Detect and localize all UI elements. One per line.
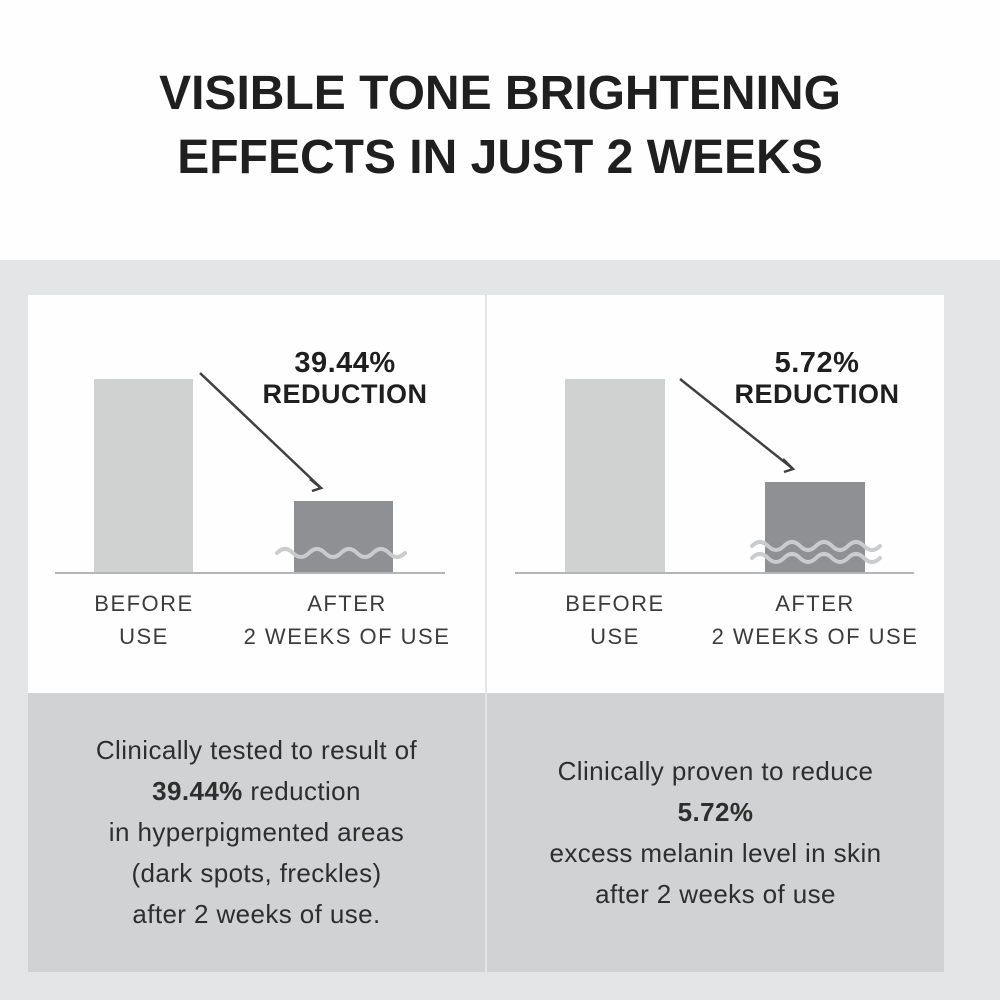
caption-line: Clinically tested to result of	[95, 735, 418, 765]
caption-line: 5.72%	[678, 792, 754, 833]
chart-panel-hyperpigmentation: 39.44% REDUCTION BEFORE USE AFTER 2 WEEK…	[28, 295, 485, 693]
reduction-percent: 39.44%	[294, 347, 396, 379]
page-title: VISIBLE TONE BRIGHTENING EFFECTS IN JUST…	[0, 62, 1000, 190]
category-label-after-use: AFTER 2 WEEKS OF USE	[711, 591, 919, 649]
axis-break-wave-icon	[275, 547, 407, 559]
page-title-line2: EFFECTS IN JUST 2 WEEKS	[177, 131, 823, 184]
reduction-annotation: 39.44% REDUCTION	[222, 348, 468, 410]
caption-bold-percent: 39.44%	[152, 776, 243, 806]
results-section: 39.44% REDUCTION BEFORE USE AFTER 2 WEEK…	[0, 260, 1000, 1000]
reduction-annotation: 5.72% REDUCTION	[694, 348, 940, 410]
category-label-before-use: BEFORE USE	[565, 591, 665, 649]
x-axis-baseline	[55, 572, 445, 574]
reduction-percent: 5.72%	[774, 347, 860, 379]
caption-line: (dark spots, freckles)	[131, 858, 382, 888]
before-use-bar	[94, 379, 193, 573]
reduction-word: REDUCTION	[734, 379, 900, 409]
caption-line: 39.44% reduction	[152, 776, 361, 806]
axis-break-double-wave-icon	[750, 540, 882, 564]
caption-line: after 2 weeks of use.	[132, 899, 381, 929]
column-melanin: 5.72% REDUCTION BEFORE USE AFTER 2 WEEKS…	[487, 295, 944, 972]
caption-bold-percent: 5.72%	[677, 796, 754, 827]
decrease-arrow-icon	[199, 372, 324, 493]
caption-panel-hyperpigmentation: Clinically tested to result of 39.44% re…	[28, 693, 485, 972]
category-label-before-use: BEFORE USE	[94, 591, 194, 649]
caption-panel-melanin: Clinically proven to reduce 5.72% excess…	[487, 693, 944, 972]
chart-panel-melanin: 5.72% REDUCTION BEFORE USE AFTER 2 WEEKS…	[487, 295, 944, 693]
before-use-bar	[565, 379, 665, 573]
caption-line: excess melanin level in skin	[549, 837, 882, 868]
page-title-line1: VISIBLE TONE BRIGHTENING	[159, 67, 841, 120]
caption-line: in hyperpigmented areas	[108, 817, 405, 847]
x-axis-baseline	[515, 572, 914, 574]
caption-line: after 2 weeks of use	[595, 878, 836, 909]
column-hyperpigmentation: 39.44% REDUCTION BEFORE USE AFTER 2 WEEK…	[28, 295, 485, 972]
category-label-after-use: AFTER 2 WEEKS OF USE	[243, 591, 451, 649]
after-use-bar	[294, 501, 393, 573]
reduction-word: REDUCTION	[262, 379, 428, 409]
decrease-arrow-icon	[679, 378, 796, 474]
caption-line: Clinically proven to reduce	[557, 755, 874, 786]
